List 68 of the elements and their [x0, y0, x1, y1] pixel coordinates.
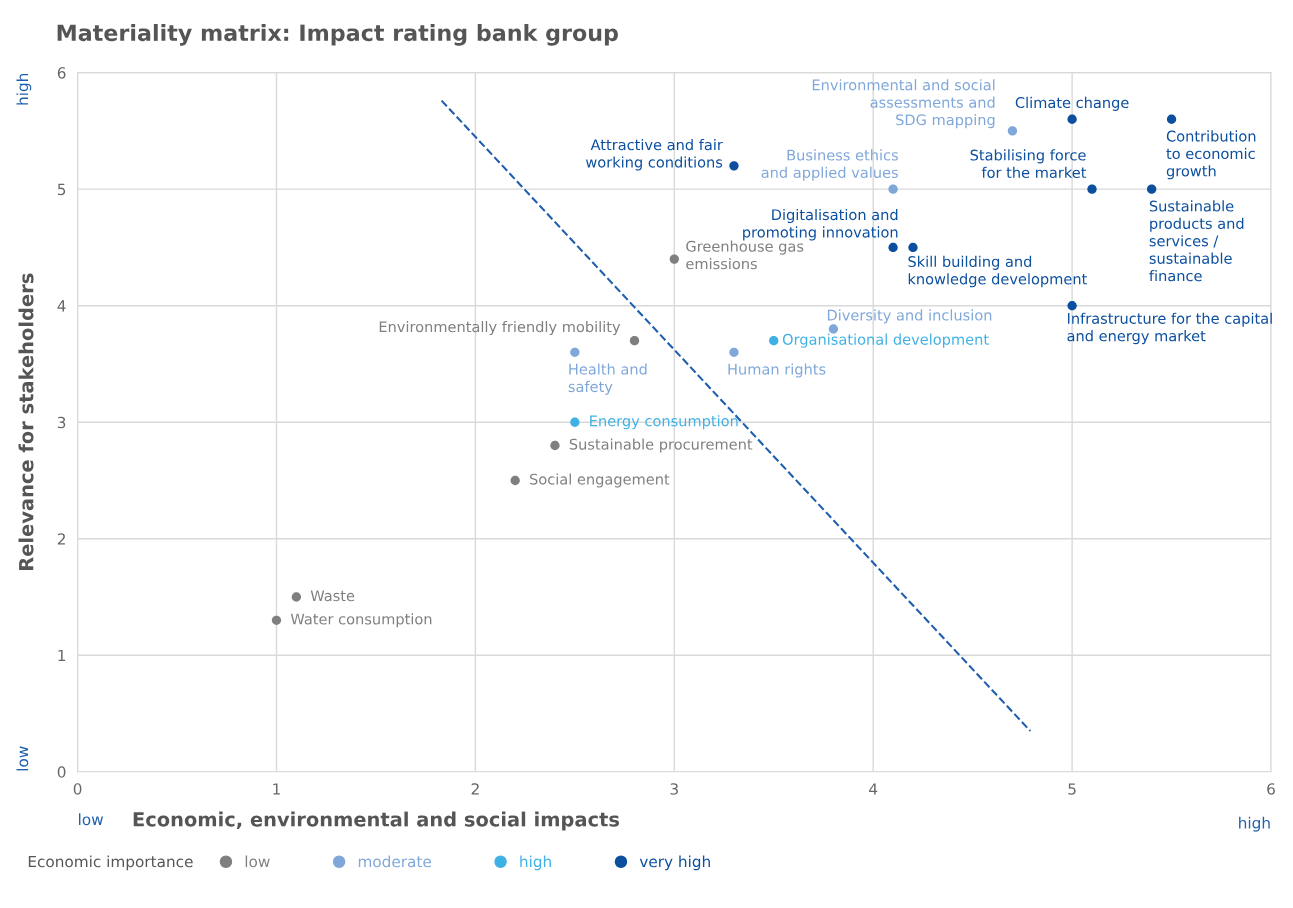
point	[908, 242, 918, 253]
text: high	[16, 73, 32, 105]
x-tick-label: 3	[670, 783, 678, 795]
annotation: Energy consumption	[590, 415, 738, 430]
annotation: Business ethics and applied values	[761, 149, 898, 181]
point	[291, 592, 302, 602]
point	[1067, 301, 1077, 311]
annotation: Environmental and social assessments and SDG mapping	[812, 79, 995, 129]
annotation: Organisational development	[782, 333, 989, 348]
point	[888, 242, 898, 253]
x-tick-label: 5	[1068, 783, 1076, 795]
point	[1067, 114, 1077, 124]
text: low	[16, 746, 29, 771]
x-tick-label: 0	[73, 783, 82, 795]
annotation: Environmentally friendly mobility	[379, 320, 621, 336]
legend-label: low	[245, 855, 270, 868]
legend-label: high	[520, 855, 551, 871]
point	[828, 324, 839, 334]
text: low	[79, 813, 104, 826]
annotation: Attractive and fair working conditions	[585, 138, 723, 171]
legend-label: very high	[639, 855, 710, 871]
annotation: Sustainable procurement	[569, 438, 753, 453]
x-tick-label: 6	[1267, 783, 1275, 795]
point	[729, 347, 739, 357]
y-axis-title: Relevance for stakeholders	[18, 273, 34, 570]
y-tick-label: 0	[57, 766, 66, 778]
point	[271, 615, 282, 625]
y-tick-label: 1	[58, 649, 66, 662]
y-tick-label: 3	[57, 416, 66, 429]
x-tick-label: 2	[471, 783, 479, 795]
point	[769, 335, 779, 346]
annotation: Contribution to economic growth	[1166, 130, 1256, 180]
point	[510, 475, 520, 486]
annotation: Sustainable products and services / sustainable finance	[1149, 200, 1244, 282]
annotation: Skill building and knowledge development	[908, 255, 1087, 288]
x-tick-label: 4	[869, 783, 878, 795]
y-tick-label: 2	[57, 533, 65, 545]
point	[729, 161, 739, 171]
point	[629, 335, 640, 346]
y-tick-label: 5	[57, 183, 66, 196]
point	[1087, 184, 1097, 194]
annotation: Infrastructure for the capital and energy market	[1067, 312, 1272, 345]
point	[1007, 126, 1018, 136]
point	[1147, 184, 1157, 194]
annotation: Social engagement	[530, 473, 670, 488]
legend-title: Economic importance	[28, 855, 193, 871]
y-tick-label: 4	[57, 300, 66, 312]
annotation: Waste	[310, 590, 355, 602]
point	[550, 440, 560, 451]
legend-label: moderate	[358, 855, 431, 868]
annotation: Greenhouse gas emissions	[686, 240, 804, 270]
annotation: Digitalisation and promoting innovation	[743, 208, 898, 241]
x-axis-title: Economic, environmental and social impacts	[133, 811, 619, 831]
x-tick-label: 1	[273, 783, 280, 795]
y-tick-label: 6	[57, 67, 66, 79]
annotation: Stabilising force for the market	[970, 149, 1087, 179]
annotation: Water consumption	[290, 613, 432, 628]
point	[888, 184, 898, 194]
annotation: Diversity and inclusion	[827, 309, 992, 324]
point	[669, 254, 679, 264]
annotation: Climate change	[1015, 96, 1129, 111]
point	[570, 347, 580, 357]
point	[1166, 114, 1177, 124]
chart-title: Materiality matrix: Impact rating bank group	[57, 23, 618, 46]
annotation: Human rights	[728, 363, 826, 378]
point	[570, 417, 580, 427]
text: high	[1239, 816, 1270, 832]
annotation: Health and safety	[568, 363, 647, 395]
